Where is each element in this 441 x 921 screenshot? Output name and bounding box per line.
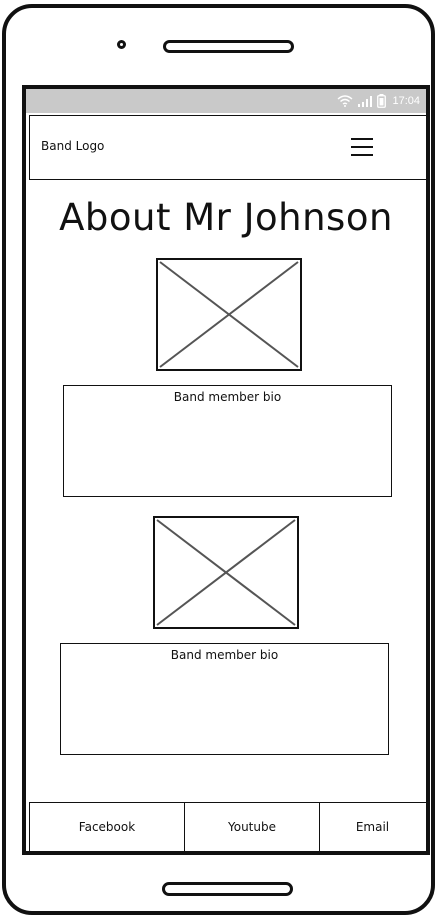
status-bar: 17:04 — [26, 89, 426, 113]
site-header: Band Logo — [29, 115, 426, 180]
status-icons: 17:04 — [337, 93, 420, 109]
bio-label: Band member bio — [173, 390, 282, 404]
footer-link-email[interactable]: Email — [355, 820, 390, 834]
home-button[interactable] — [162, 882, 293, 896]
image-placeholder-icon — [156, 519, 296, 626]
footer-link-youtube[interactable]: Youtube — [185, 803, 320, 851]
status-time: 17:04 — [392, 95, 420, 107]
page-title: About Mr Johnson — [59, 196, 393, 239]
member-image-1 — [156, 258, 302, 371]
signal-icon — [358, 96, 373, 107]
band-logo[interactable]: Band Logo — [41, 139, 105, 153]
camera-dot — [117, 40, 126, 49]
member-bio-2: Band member bio — [60, 643, 389, 755]
wifi-icon — [338, 95, 353, 107]
phone-frame: 17:04 Band Logo About Mr Johnson Band me… — [2, 4, 435, 915]
phone-screen: 17:04 Band Logo About Mr Johnson Band me… — [22, 85, 430, 855]
earpiece-speaker — [163, 40, 294, 53]
bio-label: Band member bio — [170, 648, 279, 662]
site-footer: Facebook Youtube Email — [29, 802, 426, 851]
battery-icon — [377, 94, 387, 108]
hamburger-menu-icon[interactable] — [351, 136, 375, 158]
member-bio-1: Band member bio — [63, 385, 392, 497]
member-image-2 — [153, 516, 299, 629]
footer-link-facebook[interactable]: Facebook — [30, 803, 185, 851]
image-placeholder-icon — [159, 261, 299, 368]
